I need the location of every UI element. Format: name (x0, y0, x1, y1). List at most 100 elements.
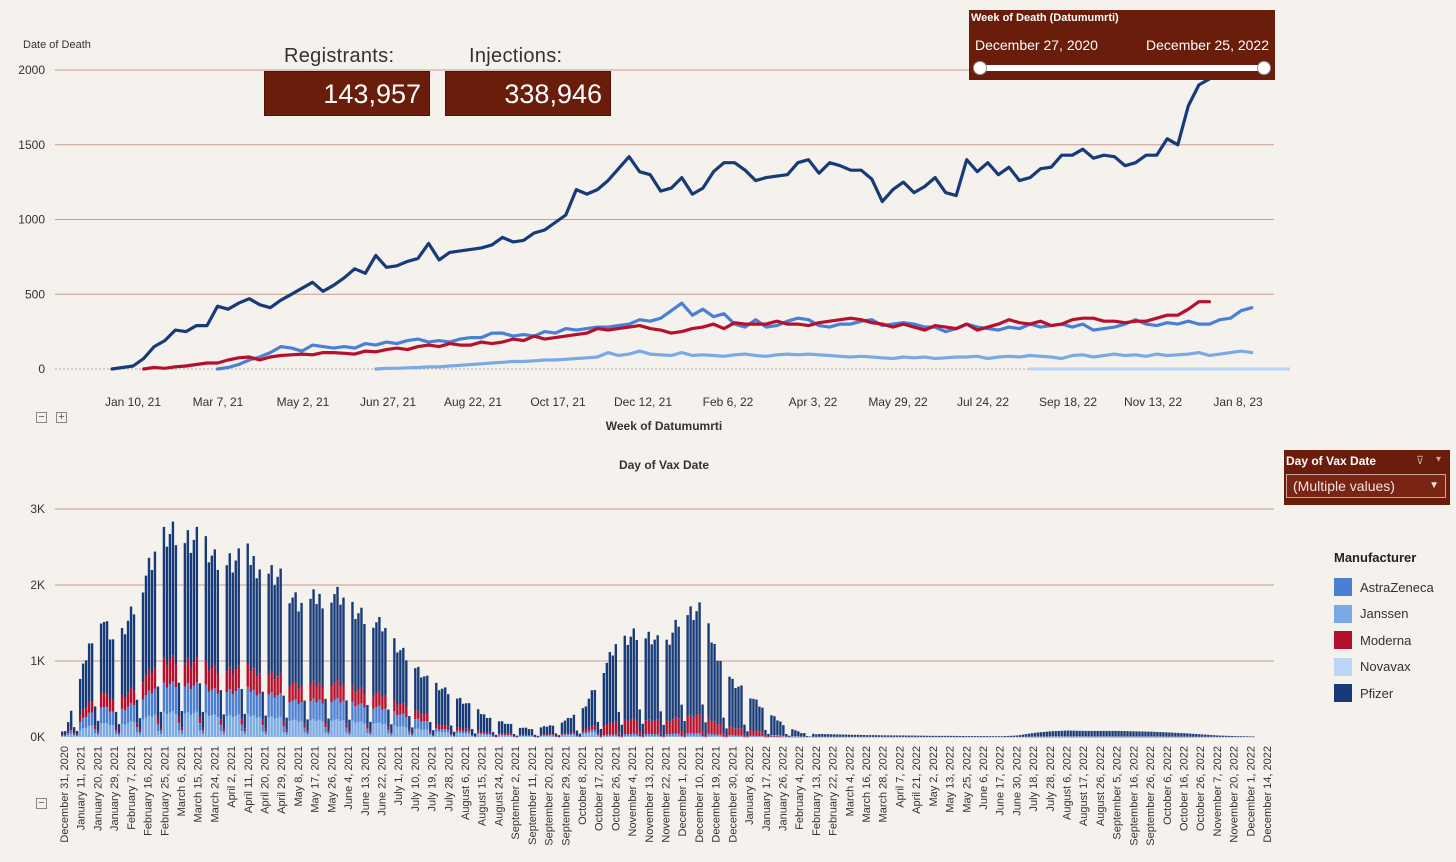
bar-segment-astrazeneca (506, 734, 510, 736)
bar-segment-astrazeneca (84, 717, 88, 728)
registrants-value: 143,957 (264, 71, 430, 116)
collapse-button[interactable]: − (36, 412, 47, 423)
bar-segment-astrazeneca (453, 736, 456, 737)
bar-segment-novavax (979, 736, 983, 738)
bar-segment-astrazeneca (165, 687, 169, 715)
bar-segment-moderna (671, 719, 674, 734)
bar-segment-pfizer (728, 676, 731, 727)
bar-segment-janssen (84, 727, 88, 737)
x-tick-label: March 15, 2021 (193, 746, 205, 822)
bar-segment-pfizer (919, 735, 923, 737)
bar-segment-astrazeneca (258, 693, 261, 717)
bar-segment-moderna (647, 719, 650, 734)
bar-segment-novavax (919, 736, 923, 738)
bar-segment-janssen (309, 720, 312, 737)
bar-segment-moderna (240, 718, 243, 725)
legend-item[interactable]: AstraZeneca (1334, 574, 1454, 601)
bar-segment-moderna (417, 710, 420, 719)
bar-segment-pfizer (288, 603, 291, 687)
bar-segment-janssen (108, 725, 112, 737)
bar-segment-janssen (632, 735, 635, 737)
date-range-start-handle[interactable] (973, 61, 987, 75)
bar-segment-astrazeneca (93, 729, 97, 734)
bar-segment-pfizer (937, 735, 941, 737)
clear-filter-icon[interactable]: ⊽ (1416, 455, 1425, 467)
filter-menu-chevron-icon[interactable]: ▾ (1436, 454, 1442, 465)
bar-segment-pfizer (156, 686, 160, 718)
bar-segment-novavax (767, 736, 770, 738)
bar-segment-pfizer (1057, 730, 1060, 737)
bar-segment-moderna (456, 727, 459, 731)
bar-segment-pfizer (102, 621, 106, 694)
bar-segment-novavax (1243, 736, 1246, 738)
bar-segment-pfizer (339, 604, 342, 687)
bar-segment-novavax (904, 736, 908, 738)
bar-segment-moderna (758, 731, 761, 737)
bar-segment-astrazeneca (1117, 736, 1120, 738)
bar-segment-pfizer (773, 716, 776, 736)
bar-segment-janssen (566, 735, 570, 737)
bar-segment-pfizer (174, 545, 178, 665)
x-tick-label: March 16, 2022 (861, 746, 873, 822)
bar-segment-astrazeneca (66, 733, 70, 736)
bar-segment-astrazeneca (593, 729, 597, 733)
bar-segment-novavax (883, 736, 887, 738)
bar-segment-pfizer (551, 725, 555, 735)
bar-segment-pfizer (925, 735, 929, 737)
bar-segment-moderna (111, 699, 115, 712)
x-tick-label: February 7, 2021 (126, 746, 138, 830)
legend-item[interactable]: Novavax (1334, 654, 1454, 681)
bar-segment-janssen (614, 736, 617, 737)
bar-segment-novavax (946, 736, 950, 738)
expand-button[interactable]: + (56, 412, 67, 423)
x-tick-label: August 6, 2022 (1062, 746, 1074, 820)
bar-segment-astrazeneca (318, 699, 321, 720)
date-range-track[interactable] (979, 65, 1265, 71)
bar-segment-novavax (830, 736, 833, 738)
bar-segment-janssen (297, 721, 300, 737)
bar-segment-moderna (330, 685, 333, 703)
bar-segment-moderna (387, 726, 390, 730)
bar-segment-novavax (958, 736, 962, 738)
bar-segment-pfizer (336, 586, 339, 680)
bar-segment-novavax (1096, 736, 1099, 737)
bar-segment-novavax (776, 735, 779, 737)
bar-segment-novavax (994, 736, 998, 738)
bar-segment-janssen (683, 736, 686, 738)
vax-date-select[interactable]: (Multiple values) ▼ (1286, 474, 1446, 498)
bar-segment-pfizer (907, 735, 911, 737)
bar-segment-astrazeneca (1072, 736, 1075, 738)
bar-segment-novavax (1144, 736, 1147, 738)
daily-vax-stacked-bar-chart: Day of Vax Date 0K 1K 2K 3K December 31, 2020… (30, 458, 1274, 846)
bar-segment-astrazeneca (578, 736, 582, 737)
bar-segment-pfizer (273, 585, 276, 680)
bar-segment-janssen (279, 716, 282, 737)
bar-segment-novavax (877, 736, 881, 738)
legend-item[interactable]: Pfizer (1334, 680, 1454, 707)
bar-segment-pfizer (1225, 735, 1228, 737)
bar-segment-janssen (722, 736, 725, 738)
bar-segment-pfizer (1207, 734, 1210, 737)
bar-segment-pfizer (803, 733, 806, 737)
bar-segment-astrazeneca (102, 707, 106, 724)
bar-segment-janssen (90, 725, 94, 737)
bar-segment-moderna (342, 684, 345, 701)
legend-item[interactable]: Moderna (1334, 627, 1454, 654)
bar-segment-astrazeneca (662, 736, 665, 738)
legend-item[interactable]: Janssen (1334, 601, 1454, 628)
bar-segment-pfizer (354, 619, 357, 693)
bar-segment-moderna (740, 728, 743, 736)
bar-segment-janssen (225, 716, 228, 737)
bar-segment-moderna (602, 726, 606, 736)
bar-segment-novavax (1225, 736, 1228, 738)
bar-segment-novavax (1174, 736, 1177, 738)
collapse-axis-button[interactable]: − (36, 798, 47, 809)
bar-segment-pfizer (821, 734, 824, 737)
bar-segment-novavax (892, 736, 896, 738)
bar-segment-janssen (339, 721, 342, 737)
bar-segment-janssen (357, 722, 360, 737)
bar-segment-pfizer (614, 644, 617, 722)
bar-segment-pfizer (584, 706, 588, 730)
bar-segment-novavax (1219, 736, 1222, 738)
date-range-end-handle[interactable] (1257, 61, 1271, 75)
